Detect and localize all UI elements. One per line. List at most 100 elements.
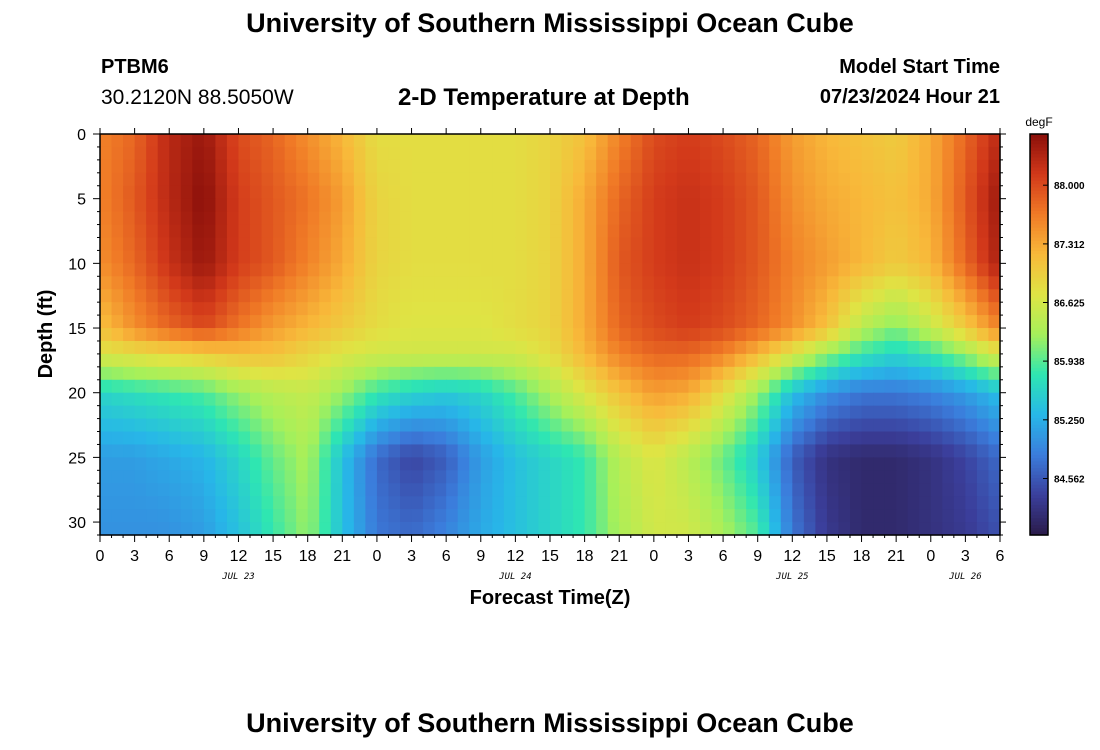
heatmap-cell — [769, 263, 782, 277]
heatmap-cell — [526, 483, 540, 497]
heatmap-cell — [123, 250, 136, 264]
heatmap-cell — [169, 237, 182, 252]
heatmap-cell — [457, 470, 470, 484]
colorbar-swatch — [1030, 374, 1048, 379]
heatmap-cell — [596, 392, 609, 407]
heatmap-cell — [469, 172, 482, 187]
heatmap-cell — [261, 211, 274, 226]
heatmap-cell — [653, 146, 666, 161]
heatmap-cell — [734, 276, 747, 290]
heatmap-cell — [965, 418, 978, 433]
heatmap-cell — [965, 444, 978, 458]
heatmap-cell — [284, 289, 297, 303]
heatmap-cell — [180, 328, 193, 342]
heatmap-cell — [815, 509, 828, 523]
heatmap-cell — [907, 211, 920, 226]
heatmap-cell — [792, 328, 805, 342]
colorbar-swatch — [1030, 224, 1048, 229]
colorbar-swatch — [1030, 190, 1048, 195]
heatmap-cell — [134, 276, 147, 290]
heatmap-cell — [169, 444, 182, 458]
heatmap-cell — [919, 224, 932, 239]
heatmap-cell — [803, 237, 816, 252]
heatmap-cell — [573, 444, 586, 458]
heatmap-cell — [838, 134, 851, 148]
heatmap-cell — [688, 340, 701, 355]
heatmap-cell — [573, 379, 586, 394]
heatmap-cell — [596, 418, 609, 433]
heatmap-cell — [238, 146, 251, 161]
heatmap-cell — [446, 444, 459, 458]
heatmap-cell — [965, 405, 978, 420]
heatmap-cell — [423, 250, 436, 264]
heatmap-cell — [942, 405, 955, 420]
heatmap-cell — [203, 237, 216, 252]
heatmap-cell — [180, 185, 193, 200]
heatmap-cell — [342, 431, 355, 446]
heatmap-cell — [688, 457, 701, 471]
heatmap-cell — [653, 522, 666, 536]
heatmap-cell — [584, 392, 597, 407]
heatmap-cell — [665, 289, 678, 303]
heatmap-cell — [907, 366, 920, 381]
heatmap-cell — [526, 146, 540, 161]
heatmap-cell — [757, 134, 770, 148]
heatmap-cell — [342, 457, 355, 471]
heatmap-cell — [711, 431, 724, 446]
heatmap-cell — [146, 483, 159, 497]
heatmap-cell — [907, 237, 920, 252]
heatmap-cell — [630, 328, 643, 342]
heatmap-cell — [365, 522, 378, 536]
heatmap-cell — [100, 444, 113, 458]
heatmap-cell — [169, 328, 182, 342]
heatmap-cell — [700, 224, 713, 239]
heatmap-cell — [423, 315, 436, 329]
heatmap-cell — [446, 315, 459, 329]
heatmap-cell — [157, 405, 170, 420]
heatmap-cell — [826, 328, 840, 342]
heatmap-cell — [538, 263, 551, 277]
heatmap-cell — [123, 405, 136, 420]
heatmap-cell — [769, 146, 782, 161]
heatmap-cell — [376, 483, 390, 497]
heatmap-cell — [480, 276, 493, 290]
heatmap-cell — [630, 159, 643, 174]
heatmap-cell — [146, 353, 159, 368]
heatmap-cell — [780, 431, 793, 446]
heatmap-cell — [561, 198, 574, 213]
heatmap-cell — [123, 276, 136, 290]
heatmap-cell — [780, 379, 793, 394]
heatmap-cell — [607, 405, 620, 420]
heatmap-cell — [607, 198, 620, 213]
heatmap-cell — [850, 483, 863, 497]
heatmap-cell — [619, 315, 632, 329]
heatmap-cell — [503, 134, 516, 148]
heatmap-cell — [342, 444, 355, 458]
heatmap-cell — [296, 237, 309, 252]
heatmap-cell — [907, 250, 920, 264]
heatmap-cell — [573, 457, 586, 471]
heatmap-cell — [238, 457, 251, 471]
heatmap-cell — [930, 276, 943, 290]
heatmap-cell — [538, 366, 551, 381]
heatmap-cell — [215, 522, 228, 536]
heatmap-cell — [642, 185, 655, 200]
heatmap-cell — [146, 289, 159, 303]
heatmap-cell — [526, 522, 540, 536]
heatmap-cell — [134, 366, 147, 381]
heatmap-cell — [238, 224, 251, 239]
heatmap-cell — [838, 457, 851, 471]
heatmap-cell — [503, 379, 516, 394]
heatmap-cell — [723, 185, 736, 200]
heatmap-cell — [411, 340, 424, 355]
heatmap-cell — [838, 444, 851, 458]
heatmap-cell — [111, 159, 124, 174]
heatmap-cell — [273, 366, 286, 381]
heatmap-cell — [111, 172, 124, 187]
heatmap-cell — [169, 366, 182, 381]
heatmap-cell — [250, 379, 263, 394]
heatmap-cell — [746, 444, 759, 458]
heatmap-cell — [873, 392, 886, 407]
heatmap-cell — [861, 263, 874, 277]
heatmap-cell — [434, 366, 447, 381]
